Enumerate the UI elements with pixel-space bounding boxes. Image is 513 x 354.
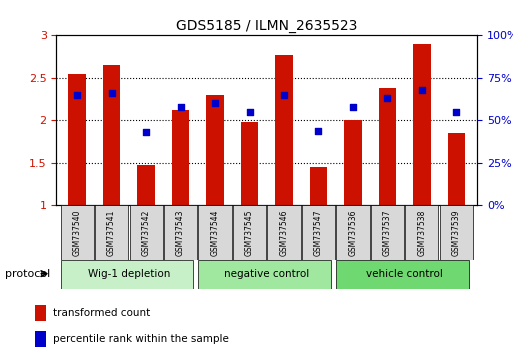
Bar bbox=[35, 305, 46, 321]
Text: Wig-1 depletion: Wig-1 depletion bbox=[88, 269, 170, 279]
Point bbox=[418, 87, 426, 93]
Bar bbox=[337, 205, 369, 260]
Point bbox=[176, 104, 185, 110]
Bar bbox=[199, 205, 231, 260]
Text: GSM737540: GSM737540 bbox=[73, 210, 82, 256]
Point bbox=[108, 90, 116, 96]
Bar bbox=[302, 205, 335, 260]
Bar bbox=[206, 95, 224, 205]
Bar bbox=[405, 205, 439, 260]
Bar bbox=[267, 205, 301, 260]
Text: GSM737539: GSM737539 bbox=[452, 210, 461, 256]
Bar bbox=[371, 205, 404, 260]
Bar bbox=[172, 110, 189, 205]
Point bbox=[349, 104, 357, 110]
Bar bbox=[95, 205, 128, 260]
Text: GSM737543: GSM737543 bbox=[176, 210, 185, 256]
Bar bbox=[379, 88, 396, 205]
Bar bbox=[275, 55, 292, 205]
Point bbox=[211, 101, 219, 106]
Bar bbox=[233, 205, 266, 260]
Point bbox=[452, 109, 461, 115]
Text: GSM737544: GSM737544 bbox=[210, 210, 220, 256]
Bar bbox=[61, 260, 193, 289]
Bar bbox=[69, 74, 86, 205]
Text: percentile rank within the sample: percentile rank within the sample bbox=[53, 334, 229, 344]
Bar bbox=[137, 165, 155, 205]
Text: GSM737541: GSM737541 bbox=[107, 210, 116, 256]
Bar bbox=[440, 205, 473, 260]
Bar bbox=[35, 331, 46, 347]
Title: GDS5185 / ILMN_2635523: GDS5185 / ILMN_2635523 bbox=[176, 19, 358, 33]
Bar bbox=[344, 120, 362, 205]
Text: GSM737538: GSM737538 bbox=[418, 210, 426, 256]
Text: vehicle control: vehicle control bbox=[366, 269, 443, 279]
Text: GSM737542: GSM737542 bbox=[142, 210, 151, 256]
Point bbox=[314, 128, 323, 133]
Bar bbox=[129, 205, 163, 260]
Text: transformed count: transformed count bbox=[53, 308, 151, 318]
Text: GSM737536: GSM737536 bbox=[348, 210, 358, 256]
Point bbox=[245, 109, 253, 115]
Text: GSM737545: GSM737545 bbox=[245, 210, 254, 256]
Text: GSM737537: GSM737537 bbox=[383, 210, 392, 256]
Bar bbox=[310, 167, 327, 205]
Bar bbox=[199, 260, 331, 289]
Bar bbox=[413, 44, 430, 205]
Bar bbox=[164, 205, 197, 260]
Text: GSM737546: GSM737546 bbox=[280, 210, 288, 256]
Point bbox=[280, 92, 288, 98]
Point bbox=[142, 130, 150, 135]
Text: protocol: protocol bbox=[5, 269, 50, 279]
Bar bbox=[103, 65, 120, 205]
Text: negative control: negative control bbox=[224, 269, 309, 279]
Bar bbox=[337, 260, 469, 289]
Text: GSM737547: GSM737547 bbox=[314, 210, 323, 256]
Bar bbox=[61, 205, 94, 260]
Bar bbox=[241, 122, 258, 205]
Point bbox=[383, 96, 391, 101]
Point bbox=[73, 92, 81, 98]
Bar bbox=[448, 133, 465, 205]
